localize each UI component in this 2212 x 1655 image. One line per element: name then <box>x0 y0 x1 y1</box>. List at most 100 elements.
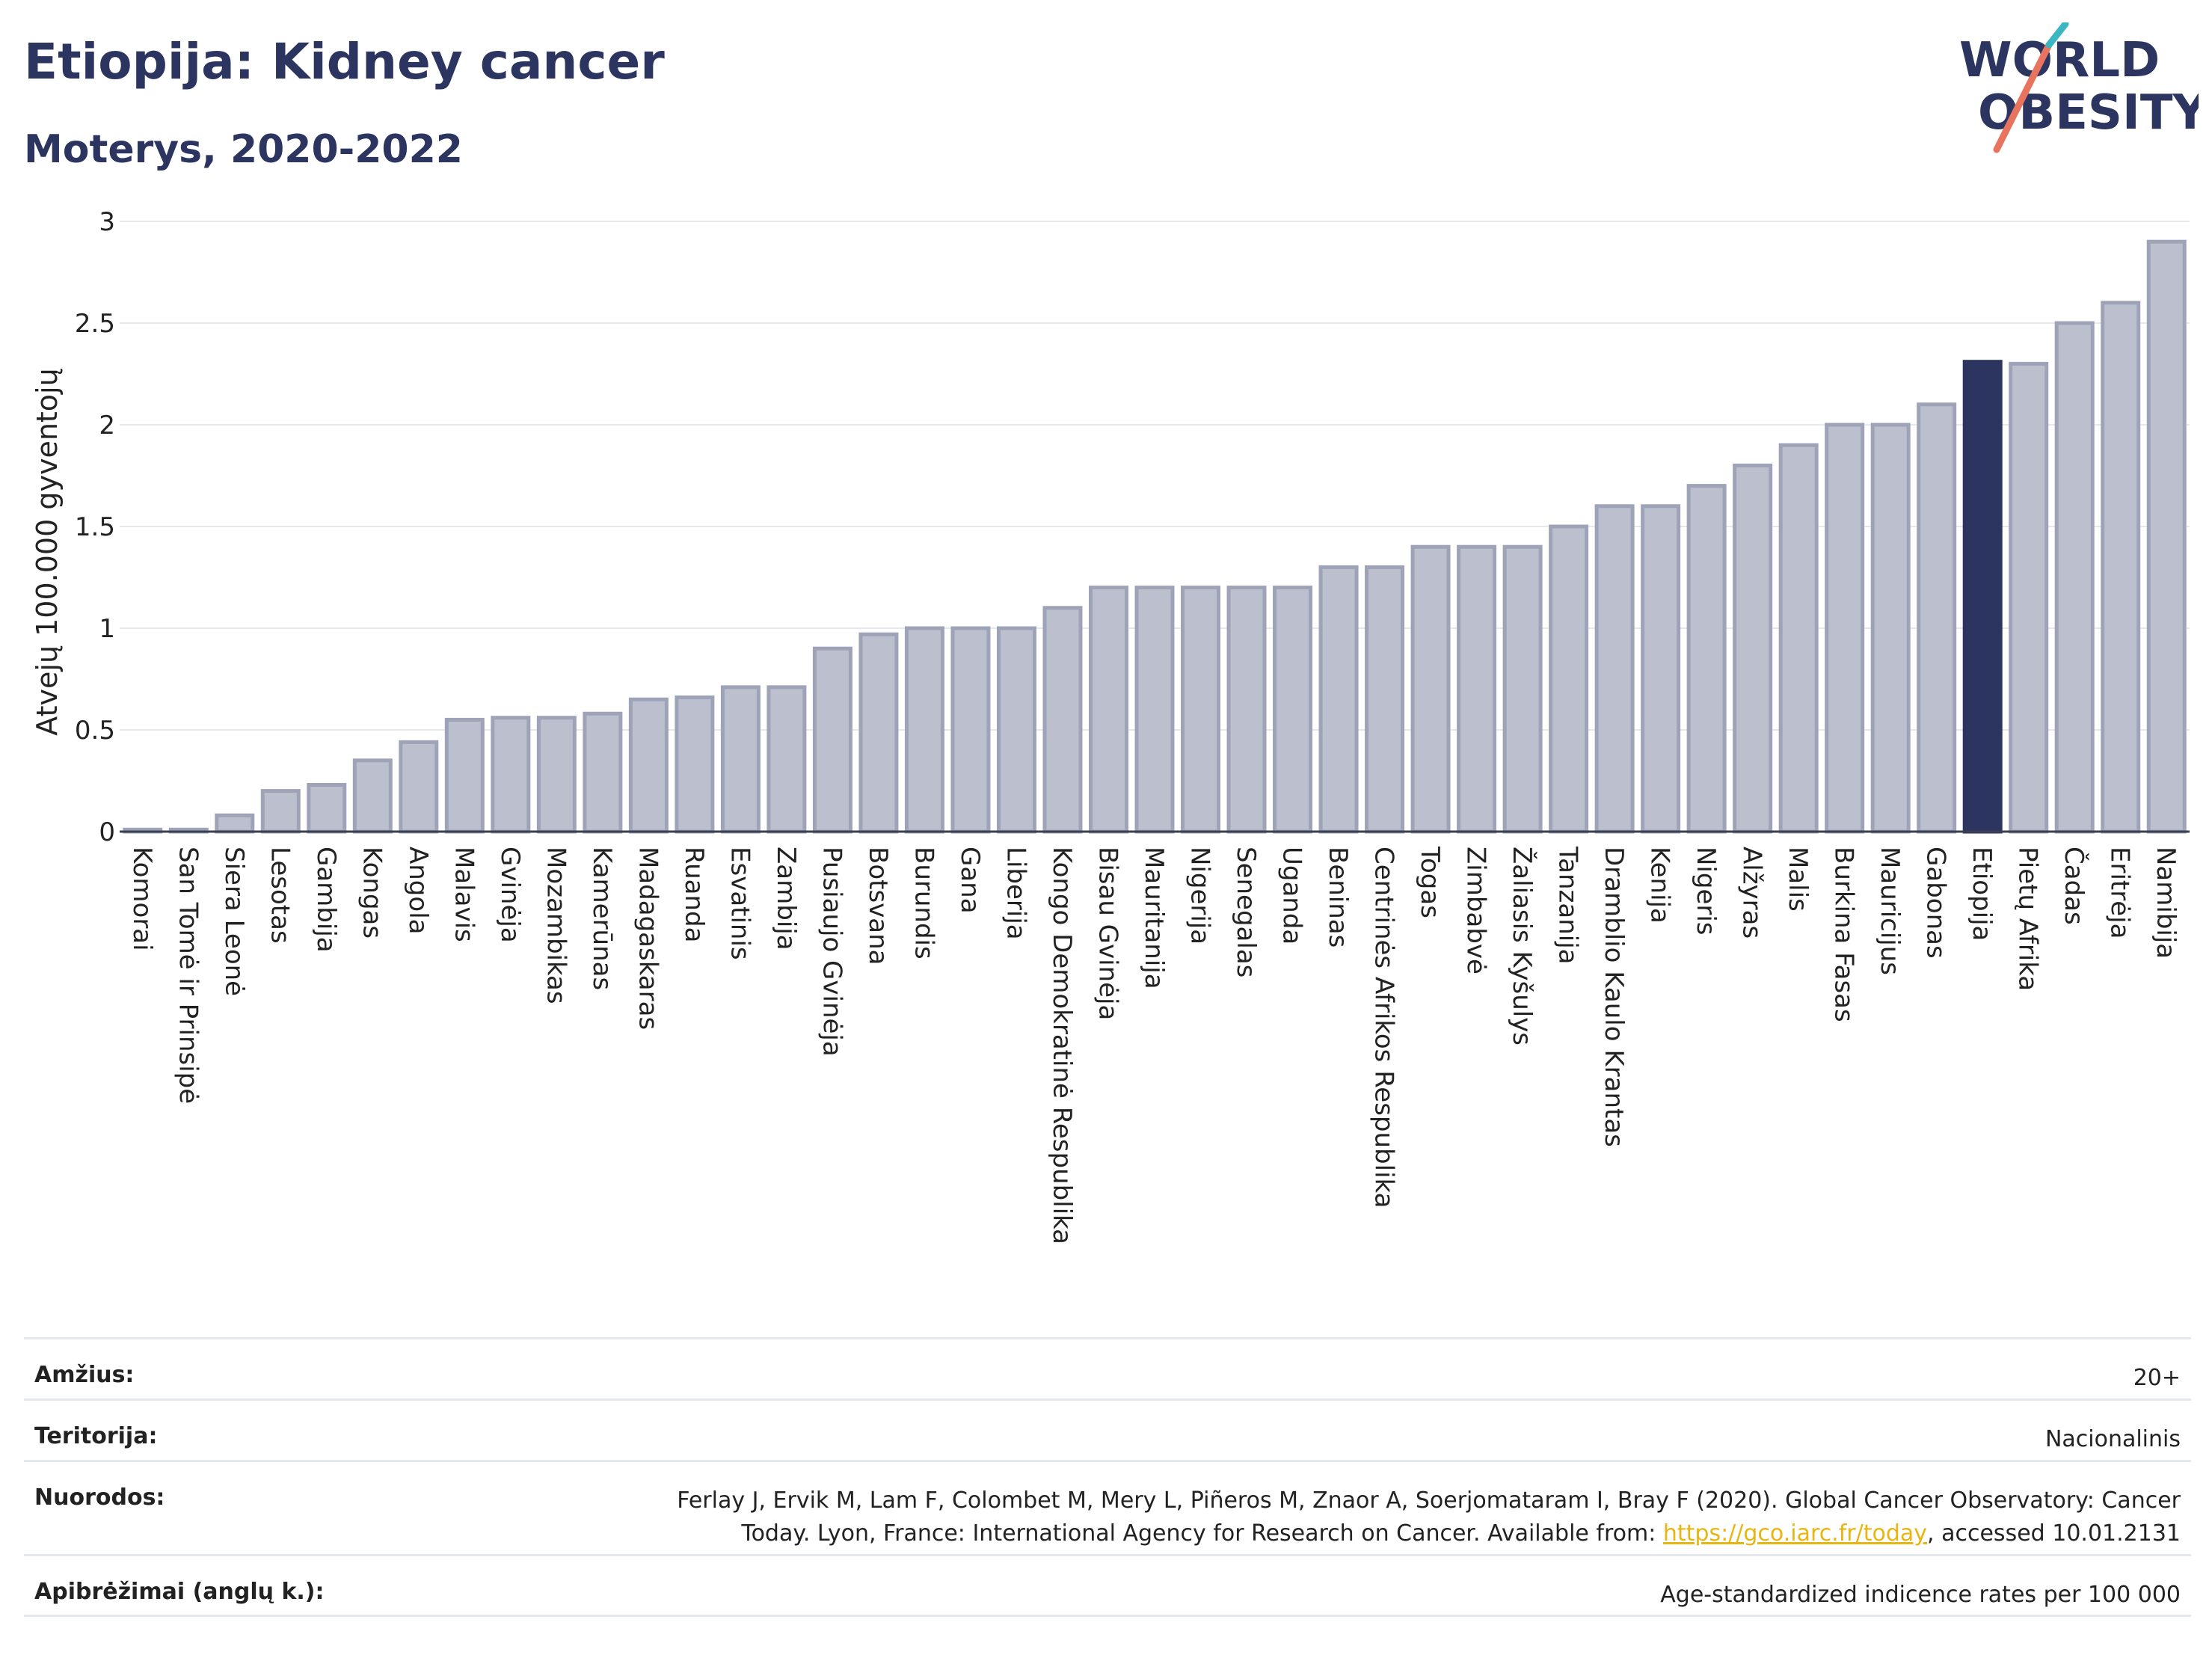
definitions-label: Apibrėžimai (anglų k.): <box>34 1579 325 1605</box>
x-category-label: Mauritanija <box>1139 847 1169 989</box>
x-category-label: Gvinėja <box>495 847 525 943</box>
x-category-label: Eritrėja <box>2105 847 2135 939</box>
logo-slash-teal <box>2045 22 2069 49</box>
x-category-label: Zimbabvė <box>1461 847 1491 974</box>
x-category-label: Komorai <box>127 847 157 951</box>
bar <box>996 626 1036 834</box>
bar <box>1365 565 1405 834</box>
page-subtitle: Moterys, 2020-2022 <box>24 127 463 172</box>
bar <box>1917 402 1957 834</box>
x-category-label: Gabonas <box>1921 847 1951 959</box>
x-category-label: Alžyras <box>1737 847 1767 939</box>
x-category-label: Burkina Fasas <box>1829 847 1859 1022</box>
x-category-label: Malis <box>1783 847 1813 912</box>
x-category-label: Esvatinis <box>725 847 755 960</box>
bar <box>766 685 807 834</box>
y-ticks-layer: 0 0.5 1 1.5 2 2.5 3 <box>75 207 115 847</box>
logo-line1: WORLD <box>1959 33 2160 88</box>
bar <box>1226 586 1267 834</box>
x-category-label: Dramblio Kaulo Krantas <box>1599 847 1629 1147</box>
x-category-label: Kongas <box>357 847 387 939</box>
x-category-label: Angola <box>403 847 433 934</box>
y-tick-label: 1 <box>99 614 115 644</box>
bar <box>675 695 715 834</box>
x-category-label: Žaliasis Kyšulys <box>1507 847 1537 1045</box>
x-category-label: Malavis <box>449 847 479 942</box>
bar-chart: 0 0.5 1 1.5 2 2.5 3 Komorai San Tomė ir Prinsip… <box>31 207 2190 1244</box>
bar <box>1181 586 1221 834</box>
bar <box>1410 544 1451 834</box>
x-category-label: Lesotas <box>265 847 295 944</box>
bar <box>812 646 852 834</box>
x-category-label: Botsvana <box>863 847 893 965</box>
bar <box>536 716 577 834</box>
age-value: 20+ <box>2133 1365 2181 1391</box>
bar <box>720 685 761 834</box>
references-label: Nuorodos: <box>34 1484 165 1511</box>
x-category-label: Liberija <box>1001 847 1030 940</box>
bar <box>1733 463 1773 834</box>
x-category-label: Nigeris <box>1691 847 1721 936</box>
bar <box>1641 504 1681 834</box>
x-category-label: Bisau Gvinėja <box>1093 847 1122 1020</box>
y-axis-label: Atvejų 100.000 gyventojų <box>31 368 64 735</box>
x-category-label: San Tomė ir Prinsipė <box>173 847 203 1104</box>
bar <box>950 626 991 834</box>
x-category-label: Pietų Afrika <box>2013 847 2043 991</box>
x-category-label: Kamerūnas <box>587 847 617 990</box>
x-category-label: Madagaskaras <box>633 847 663 1030</box>
bar <box>904 626 944 834</box>
bar <box>1502 544 1543 834</box>
y-tick-label: 3 <box>99 207 115 237</box>
bar <box>2101 301 2141 834</box>
y-tick-label: 2 <box>99 411 115 440</box>
age-label: Amžius: <box>34 1362 135 1388</box>
info-row-references: Nuorodos: Ferlay J, Ervik M, Lam F, Colo… <box>24 1460 2191 1554</box>
bar <box>1042 606 1083 834</box>
x-category-label: Centrinės Afrikos Respublika <box>1369 847 1399 1208</box>
x-category-label: Pusiaujo Gvinėja <box>817 847 847 1057</box>
info-table: Amžius: 20+ Teritorija: Nacionalinis Nuo… <box>24 1337 2191 1617</box>
y-tick-label: 0 <box>99 817 115 847</box>
bar <box>2146 239 2187 834</box>
bar <box>1594 504 1635 834</box>
bar <box>628 697 669 834</box>
bars-layer <box>120 239 2190 834</box>
x-category-label: Mauricijus <box>1875 847 1905 975</box>
bar <box>491 716 531 834</box>
bar <box>1088 586 1128 834</box>
bar <box>2009 361 2049 834</box>
references-link[interactable]: https://gco.iarc.fr/today <box>1662 1520 1928 1547</box>
x-category-label: Siera Leonė <box>219 847 249 996</box>
bar-highlight <box>1962 360 2003 834</box>
bar <box>1273 586 1313 834</box>
page-title: Etiopija: Kidney cancer <box>24 33 665 90</box>
bar <box>1870 423 1911 834</box>
bar <box>399 740 439 834</box>
y-tick-label: 2.5 <box>75 309 115 339</box>
bar <box>1686 484 1727 834</box>
info-row-definitions: Apibrėžimai (anglų k.): Age-standardized… <box>24 1554 2191 1617</box>
bar <box>1457 544 1497 834</box>
x-category-label: Tanzanija <box>1553 846 1583 964</box>
x-category-label: Nigerija <box>1185 847 1215 945</box>
x-category-label: Uganda <box>1277 847 1307 945</box>
bar <box>260 789 301 834</box>
definitions-value: Age-standardized indicence rates per 100… <box>1660 1582 2181 1608</box>
references-line2-pre: Today. Lyon, France: International Agenc… <box>741 1520 1663 1547</box>
x-category-label: Zambija <box>771 847 801 951</box>
bar <box>1778 443 1819 834</box>
x-category-label: Kenija <box>1645 847 1675 924</box>
y-tick-label: 1.5 <box>75 512 115 542</box>
bar <box>1825 423 1865 834</box>
bar <box>858 632 899 834</box>
bar <box>215 813 255 834</box>
info-row-territory: Teritorija: Nacionalinis <box>24 1398 2191 1460</box>
x-category-label: Gana <box>955 847 985 914</box>
x-category-label: Mozambikas <box>541 847 571 1004</box>
x-category-label: Etiopija <box>1967 847 1997 941</box>
x-category-label: Namibija <box>2151 847 2181 959</box>
territory-value: Nacionalinis <box>2044 1426 2181 1452</box>
x-category-label: Senegalas <box>1231 847 1261 977</box>
x-category-label: Burundis <box>909 847 938 959</box>
